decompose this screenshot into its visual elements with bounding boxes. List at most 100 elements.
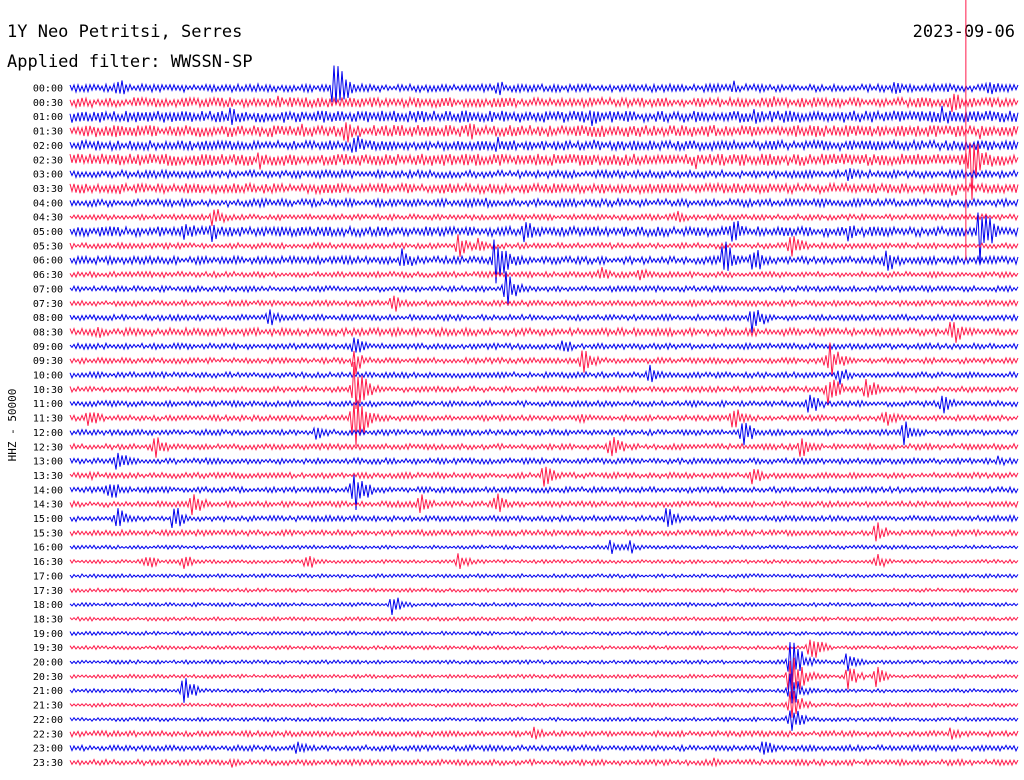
trace-line (69, 364, 1019, 385)
row-time-label: 16:30 (33, 557, 63, 568)
row-time-label: 05:30 (33, 241, 63, 252)
trace-line (69, 212, 1019, 264)
row-time-label: 08:00 (33, 313, 63, 324)
row-time-label: 21:00 (33, 686, 63, 697)
row-time-label: 10:00 (33, 371, 63, 382)
trace-line (69, 710, 1019, 731)
filter-label: Applied filter: WWSSN-SP (7, 52, 253, 72)
row-time-label: 06:30 (33, 270, 63, 281)
row-time-label: 20:00 (33, 658, 63, 669)
row-time-label: 19:00 (33, 629, 63, 640)
trace-line (69, 239, 1019, 284)
row-time-label: 12:30 (33, 442, 63, 453)
row-time-label: 21:30 (33, 701, 63, 712)
row-time-label: 07:30 (33, 299, 63, 310)
trace-line (69, 741, 1019, 755)
row-time-label: 14:00 (33, 485, 63, 496)
row-time-label: 00:00 (33, 84, 63, 95)
row-time-label: 05:00 (33, 227, 63, 238)
trace-line (69, 507, 1019, 528)
row-time-label: 13:30 (33, 471, 63, 482)
row-time-label: 18:30 (33, 614, 63, 625)
trace-line (69, 181, 1019, 196)
trace-line (69, 572, 1019, 579)
trace-line (69, 630, 1019, 637)
row-time-label: 22:00 (33, 715, 63, 726)
row-time-label: 15:30 (33, 528, 63, 539)
station-title: 1Y Neo Petritsi, Serres (7, 22, 242, 42)
row-time-label: 19:30 (33, 643, 63, 654)
trace-line (69, 135, 1019, 153)
row-time-label: 15:00 (33, 514, 63, 525)
row-time-label: 09:00 (33, 342, 63, 353)
row-time-label: 01:00 (33, 112, 63, 123)
trace-line (69, 196, 1019, 209)
trace-line (69, 234, 1019, 257)
row-time-label: 23:00 (33, 744, 63, 755)
trace-line (69, 209, 1019, 227)
row-time-label: 10:30 (33, 385, 63, 396)
y-axis-label: HHZ - 50000 (6, 389, 19, 462)
trace-line (69, 361, 1019, 409)
trace-line (69, 267, 1019, 281)
trace-line (69, 309, 1019, 333)
trace-line (69, 167, 1019, 181)
trace-line (69, 639, 1019, 658)
row-time-label: 18:00 (33, 600, 63, 611)
trace-line (69, 726, 1019, 740)
row-time-label: 20:30 (33, 672, 63, 683)
trace-line (69, 436, 1019, 458)
row-time-label: 06:00 (33, 256, 63, 267)
trace-line (69, 122, 1019, 143)
trace-line (69, 394, 1019, 414)
row-time-label: 01:30 (33, 127, 63, 138)
trace-line (69, 615, 1019, 622)
row-time-label: 08:30 (33, 327, 63, 338)
trace-line (69, 321, 1019, 343)
row-time-label: 04:00 (33, 198, 63, 209)
row-time-label: 03:00 (33, 170, 63, 181)
row-time-label: 07:00 (33, 284, 63, 295)
seismogram-traces (69, 65, 1019, 768)
chart-date: 2023-09-06 (913, 22, 1015, 42)
row-time-label: 11:30 (33, 414, 63, 425)
row-time-label: 02:00 (33, 141, 63, 152)
trace-line (69, 452, 1019, 470)
row-time-label: 09:30 (33, 356, 63, 367)
trace-line (69, 597, 1019, 615)
trace-line (69, 493, 1019, 516)
row-time-label: 22:30 (33, 729, 63, 740)
row-time-label: 12:00 (33, 428, 63, 439)
row-time-label: 14:30 (33, 500, 63, 511)
row-time-label: 16:00 (33, 543, 63, 554)
trace-line (69, 342, 1019, 377)
trace-line (69, 690, 1019, 718)
trace-line (69, 337, 1019, 353)
trace-line (69, 295, 1019, 312)
trace-line (69, 522, 1019, 542)
trace-line (69, 539, 1019, 554)
row-labels: 00:00 00:30 01:00 01:30 02:00 02:30 03:00 03:30… (33, 84, 63, 769)
row-time-label: 17:00 (33, 571, 63, 582)
row-time-label: 00:30 (33, 98, 63, 109)
trace-line (69, 757, 1019, 768)
trace-line (69, 587, 1019, 594)
trace-line (69, 673, 1019, 704)
trace-line (69, 105, 1019, 126)
row-time-label: 04:30 (33, 213, 63, 224)
row-time-label: 17:30 (33, 586, 63, 597)
trace-line (69, 553, 1019, 569)
trace-line (69, 399, 1019, 446)
row-time-label: 11:00 (33, 399, 63, 410)
trace-line (69, 142, 1019, 200)
trace-line (69, 657, 1019, 697)
trace-line (69, 466, 1019, 487)
trace-line (69, 642, 1019, 686)
row-time-label: 23:30 (33, 758, 63, 769)
row-time-label: 13:00 (33, 457, 63, 468)
trace-line (69, 421, 1019, 446)
trace-line (69, 93, 1019, 113)
trace-line (69, 65, 1019, 104)
trace-line (69, 271, 1019, 306)
